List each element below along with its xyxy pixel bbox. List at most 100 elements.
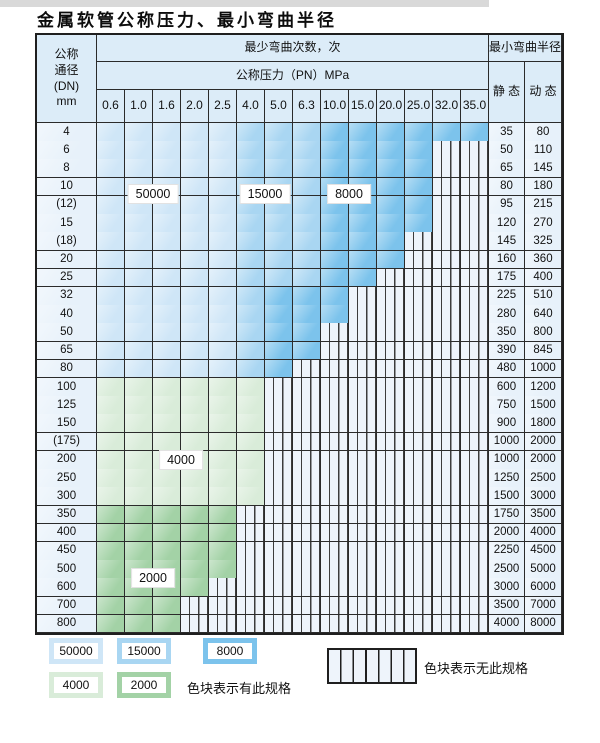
spec-cell xyxy=(265,268,293,288)
spec-cell xyxy=(237,414,265,434)
spec-cell xyxy=(181,232,209,251)
no-spec-cell xyxy=(293,414,321,434)
spec-cell xyxy=(153,214,181,233)
spec-cell xyxy=(97,214,125,233)
spec-cell xyxy=(181,560,209,579)
no-spec-cell xyxy=(321,378,349,397)
no-spec-cell xyxy=(293,596,321,616)
no-spec-cell xyxy=(265,487,293,506)
spec-cell xyxy=(237,469,265,488)
no-spec-cell xyxy=(293,469,321,488)
spec-cell xyxy=(349,159,377,179)
no-spec-cell xyxy=(265,614,293,633)
spec-cell xyxy=(321,232,349,251)
cycles-annotation: 15000 xyxy=(239,184,291,205)
spec-cell xyxy=(125,214,153,233)
row-label: 80 xyxy=(37,359,97,379)
spec-cell xyxy=(237,268,265,288)
spec-cell xyxy=(97,250,125,270)
spec-cell xyxy=(153,378,181,397)
no-spec-cell xyxy=(265,414,293,434)
spec-cell xyxy=(97,305,125,324)
legend-swatch-8000: 8000 xyxy=(203,638,257,664)
spec-cell xyxy=(97,359,125,379)
no-spec-cell xyxy=(405,286,433,306)
no-spec-cell xyxy=(349,414,377,434)
spec-cell xyxy=(153,305,181,324)
spec-cell xyxy=(125,123,153,142)
no-spec-cell xyxy=(321,560,349,579)
no-spec-cell xyxy=(265,505,293,525)
static-value: 600 xyxy=(489,378,525,397)
no-spec-cell xyxy=(349,596,377,616)
spec-cell xyxy=(293,232,321,251)
dynamic-value: 2500 xyxy=(525,469,562,488)
no-spec-cell xyxy=(237,505,265,525)
spec-cell xyxy=(209,450,237,470)
static-value: 2500 xyxy=(489,560,525,579)
no-spec-cell xyxy=(209,596,237,616)
no-spec-cell xyxy=(237,560,265,579)
spec-cell xyxy=(209,469,237,488)
spec-cell xyxy=(209,396,237,415)
no-spec-cell xyxy=(293,450,321,470)
spec-cell xyxy=(209,487,237,506)
pressure-value-header: 1.0 xyxy=(125,90,153,123)
no-spec-cell xyxy=(461,359,489,379)
spec-cell xyxy=(405,159,433,179)
spec-cell xyxy=(97,286,125,306)
spec-cell xyxy=(349,123,377,142)
static-value: 1500 xyxy=(489,487,525,506)
legend-swatch-label: 50000 xyxy=(59,644,93,658)
no-spec-cell xyxy=(405,432,433,452)
no-spec-cell xyxy=(377,614,405,633)
no-spec-cell xyxy=(321,523,349,543)
no-spec-cell xyxy=(265,560,293,579)
spec-cell xyxy=(405,214,433,233)
corner-header: 公称 通径 (DN) mm xyxy=(37,35,97,123)
spec-cell xyxy=(125,396,153,415)
spec-cell xyxy=(349,250,377,270)
spec-cell xyxy=(237,323,265,343)
spec-cell xyxy=(461,123,489,142)
spec-cell xyxy=(293,177,321,197)
spec-cell xyxy=(125,141,153,160)
no-spec-cell xyxy=(181,596,209,616)
no-spec-cell xyxy=(433,523,461,543)
spec-cell xyxy=(265,305,293,324)
no-spec-cell xyxy=(349,450,377,470)
row-label: (12) xyxy=(37,195,97,215)
no-spec-cell xyxy=(433,268,461,288)
spec-cell xyxy=(209,250,237,270)
spec-cell xyxy=(181,378,209,397)
no-spec-cell xyxy=(433,469,461,488)
static-value: 145 xyxy=(489,232,525,251)
spec-cell xyxy=(293,214,321,233)
spec-cell xyxy=(209,505,237,525)
no-spec-cell xyxy=(433,141,461,160)
spec-cell xyxy=(265,341,293,361)
no-spec-cell xyxy=(377,341,405,361)
pressure-value-header: 6.3 xyxy=(293,90,321,123)
spec-cell xyxy=(97,323,125,343)
spec-cell xyxy=(153,414,181,434)
spec-cell xyxy=(293,323,321,343)
spec-cell xyxy=(265,214,293,233)
row-label: 100 xyxy=(37,378,97,397)
no-spec-cell xyxy=(377,505,405,525)
no-spec-cell xyxy=(377,469,405,488)
no-spec-cell xyxy=(461,159,489,179)
no-spec-cell xyxy=(461,141,489,160)
static-value: 160 xyxy=(489,250,525,270)
row-label: 40 xyxy=(37,305,97,324)
no-spec-cell xyxy=(461,523,489,543)
no-spec-cell xyxy=(321,396,349,415)
spec-cell xyxy=(405,141,433,160)
legend: 50000 15000 8000 4000 2000 色块表示有此规格 色块表示… xyxy=(0,632,600,732)
no-spec-cell xyxy=(181,614,209,633)
spec-cell xyxy=(209,159,237,179)
legend-swatch-50000: 50000 xyxy=(49,638,103,664)
spec-cell xyxy=(265,250,293,270)
spec-cell xyxy=(209,268,237,288)
static-value: 350 xyxy=(489,323,525,343)
